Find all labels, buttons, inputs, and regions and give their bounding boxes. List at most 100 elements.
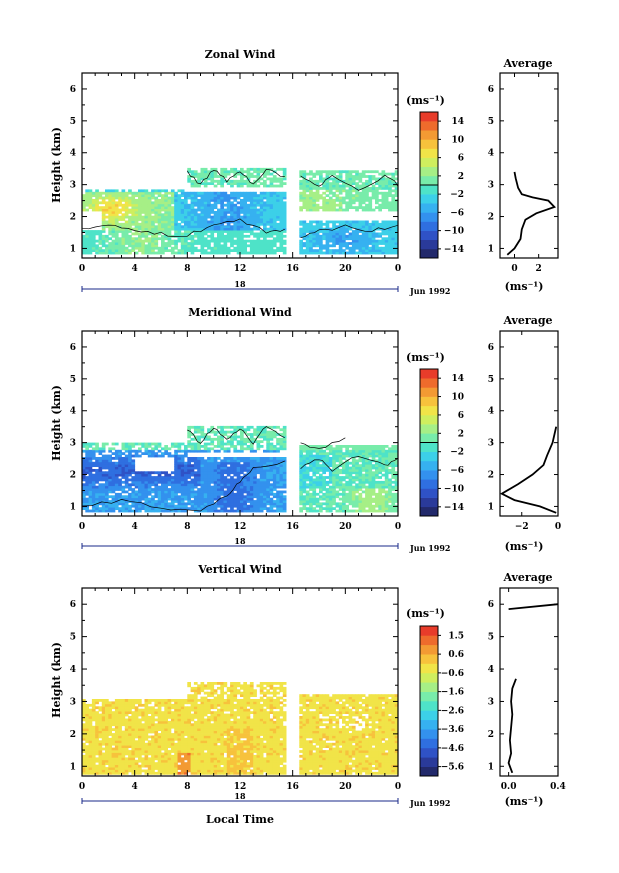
heat-cell	[114, 244, 119, 248]
heat-cell	[197, 490, 201, 494]
heat-cell	[361, 490, 366, 494]
heat-cell	[338, 457, 343, 460]
heat-cell	[180, 218, 185, 221]
heat-cell	[371, 473, 376, 477]
heat-cell	[361, 170, 366, 174]
heat-cell	[177, 239, 182, 243]
heat-cell	[355, 461, 359, 465]
heat-cell	[124, 454, 129, 458]
heat-cell	[101, 251, 106, 255]
heat-cell	[111, 244, 116, 248]
heat-cell	[325, 454, 330, 458]
heat-cell	[338, 471, 343, 475]
heat-cell	[180, 473, 185, 477]
heat-cell	[243, 428, 247, 432]
heat-cell	[128, 492, 132, 496]
heat-cell	[315, 497, 320, 501]
heat-cell	[263, 497, 267, 501]
heat-cell	[375, 459, 379, 463]
heat-cell	[381, 242, 386, 245]
heat-cell	[190, 442, 195, 446]
heat-cell	[118, 227, 122, 231]
heat-cell	[236, 232, 241, 236]
heat-cell	[174, 232, 178, 236]
heat-cell	[200, 502, 205, 506]
heat-cell	[391, 244, 396, 248]
heat-cell	[157, 222, 162, 226]
heat-cell	[121, 249, 126, 252]
heat-cell	[365, 457, 369, 460]
heat-cell	[263, 433, 267, 436]
heat-cell	[332, 473, 336, 477]
heat-cell	[138, 227, 142, 231]
heat-cell	[200, 449, 205, 453]
heat-cell	[302, 251, 307, 255]
heat-cell	[246, 445, 251, 448]
heat-cell	[91, 447, 96, 451]
heat-cell	[368, 483, 373, 487]
heat-cell	[223, 507, 228, 510]
heat-cell	[217, 488, 221, 491]
heat-cell	[88, 246, 93, 250]
heat-cell	[226, 457, 231, 460]
heat-cell	[187, 215, 191, 219]
heat-cell	[184, 471, 188, 475]
heat-cell	[213, 218, 218, 221]
heat-cell	[246, 473, 251, 477]
heat-cell	[187, 222, 191, 226]
heat-cell	[312, 239, 317, 243]
heat-cell	[114, 206, 119, 209]
heat-cell	[259, 191, 264, 195]
heat-cell	[305, 469, 310, 472]
heat-cell	[197, 237, 201, 241]
heat-cell	[85, 208, 89, 212]
heat-cell	[141, 215, 145, 219]
heat-cell	[365, 206, 369, 209]
heat-cell	[355, 194, 359, 197]
heat-cell	[305, 457, 310, 460]
heat-cell	[365, 447, 369, 451]
heat-cell	[161, 220, 165, 224]
heat-cell	[263, 237, 267, 241]
heat-cell	[88, 471, 93, 475]
heat-cell	[299, 471, 303, 475]
heat-cell	[391, 239, 396, 243]
heat-cell	[124, 191, 129, 195]
heat-cell	[213, 194, 218, 197]
heat-cell	[355, 452, 359, 455]
heat-cell	[249, 199, 254, 202]
heat-cell	[342, 452, 346, 455]
heat-cell	[269, 222, 274, 226]
heat-cell	[305, 459, 310, 463]
heat-cell	[203, 490, 208, 494]
heat-cell	[375, 492, 379, 496]
heat-cell	[305, 196, 310, 200]
heat-cell	[197, 208, 201, 212]
heat-cell	[220, 509, 224, 513]
heat-cell	[279, 440, 284, 443]
heat-cell	[361, 452, 366, 455]
heat-cell	[332, 249, 336, 252]
heat-cell	[348, 237, 353, 241]
heat-cell	[342, 507, 346, 510]
heat-cell	[259, 230, 264, 233]
heat-cell	[197, 430, 201, 434]
heat-cell	[134, 220, 139, 224]
heat-cell	[157, 500, 162, 503]
heat-cell	[220, 435, 224, 439]
heat-cell	[325, 492, 330, 496]
heat-cell	[299, 170, 303, 174]
heat-cell	[305, 473, 310, 477]
heat-cell	[161, 246, 165, 250]
heat-cell	[108, 244, 112, 248]
heat-cell	[279, 447, 284, 451]
heat-cell	[279, 237, 284, 241]
heat-cell	[253, 507, 257, 510]
heat-cell	[236, 225, 241, 229]
heat-cell	[351, 488, 356, 491]
heat-cell	[325, 466, 330, 470]
x-tick-label: 0	[395, 264, 401, 274]
heat-cell	[223, 237, 228, 241]
heat-cell	[124, 227, 129, 231]
heat-cell	[210, 199, 215, 202]
